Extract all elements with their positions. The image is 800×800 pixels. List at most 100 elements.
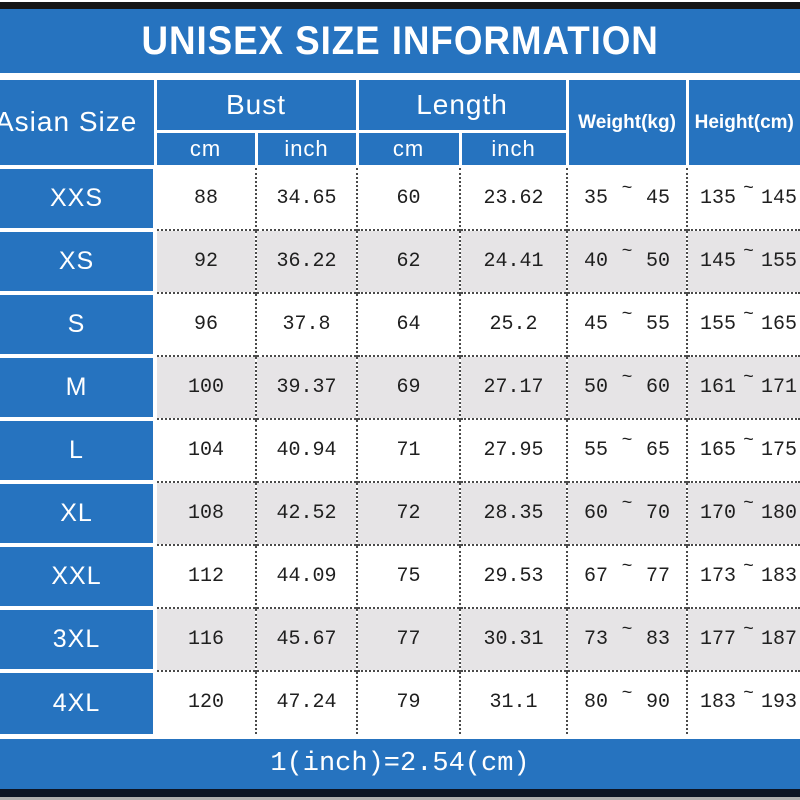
- length-inch-value: 29.53: [458, 543, 568, 608]
- height-range: 173 ~ 183: [686, 543, 800, 608]
- length-cm-value: 71: [356, 417, 460, 482]
- bust-cm-value: 96: [155, 291, 256, 356]
- footer-gap: [0, 733, 800, 739]
- range-tilde: ~: [621, 557, 633, 577]
- range-tilde: ~: [743, 179, 754, 200]
- height-range: 161 ~ 171: [686, 354, 800, 419]
- weight-min-value: 40: [584, 249, 609, 273]
- bust-inch-value: 40.94: [255, 417, 357, 482]
- column-header-bust-cm: cm: [153, 130, 258, 168]
- bust-inch-value: 47.24: [255, 669, 357, 734]
- weight-max-value: 77: [646, 564, 671, 588]
- weight-min-value: 50: [584, 375, 609, 399]
- weight-range: 40 ~ 50: [566, 228, 688, 293]
- size-table: Asian Size Bust Length Weight(kg) Height…: [0, 77, 800, 734]
- length-inch-value: 30.31: [458, 606, 568, 671]
- table-row: XXL 112 44.09 75 29.53 67 ~ 77 173 ~ 183: [0, 542, 800, 608]
- length-cm-value: 79: [356, 669, 460, 734]
- range-tilde: ~: [743, 620, 754, 640]
- range-tilde: ~: [621, 431, 633, 451]
- height-min-value: 170: [700, 501, 737, 525]
- bust-cm-value: 112: [155, 543, 256, 608]
- range-tilde: ~: [743, 305, 754, 325]
- height-min-value: 165: [700, 438, 737, 462]
- height-range: 165 ~ 175: [686, 417, 800, 482]
- weight-max-value: 50: [646, 249, 671, 273]
- column-header-length-inch: inch: [458, 130, 569, 168]
- range-tilde: ~: [743, 368, 754, 388]
- height-max-value: 187: [761, 627, 798, 651]
- range-tilde: ~: [743, 557, 754, 577]
- range-tilde: ~: [743, 431, 754, 451]
- weight-range: 45 ~ 55: [566, 291, 688, 356]
- height-max-value: 145: [761, 186, 798, 210]
- bust-cm-value: 104: [155, 417, 256, 482]
- range-tilde: ~: [621, 305, 633, 325]
- size-label: 3XL: [0, 605, 157, 671]
- table-row: 4XL 120 47.24 79 31.1 80 ~ 90 183 ~ 193: [0, 668, 800, 734]
- top-border-bar: [0, 2, 800, 9]
- bust-cm-value: 92: [155, 228, 256, 293]
- size-label: XXL: [0, 542, 157, 608]
- range-tilde: ~: [621, 242, 633, 262]
- weight-range: 50 ~ 60: [566, 354, 688, 419]
- title-banner: UNISEX SIZE INFORMATION: [0, 9, 800, 73]
- table-row: 3XL 116 45.67 77 30.31 73 ~ 83 177 ~ 187: [0, 605, 800, 671]
- length-cm-value: 72: [356, 480, 460, 545]
- column-header-length-cm: cm: [355, 130, 462, 168]
- page-title: UNISEX SIZE INFORMATION: [141, 18, 659, 63]
- range-tilde: ~: [621, 620, 633, 640]
- length-inch-value: 28.35: [458, 480, 568, 545]
- range-tilde: ~: [743, 242, 754, 262]
- weight-min-value: 80: [584, 691, 609, 714]
- weight-min-value: 73: [584, 627, 609, 651]
- size-label: XS: [0, 227, 157, 293]
- weight-min-value: 35: [584, 186, 609, 210]
- height-max-value: 175: [761, 438, 798, 462]
- weight-range: 80 ~ 90: [566, 669, 688, 734]
- length-inch-value: 25.2: [458, 291, 568, 356]
- header-group-row: Asian Size Bust Length Weight(kg) Height…: [0, 77, 800, 168]
- bust-inch-value: 42.52: [255, 480, 357, 545]
- height-max-value: 165: [761, 312, 798, 336]
- weight-max-value: 65: [646, 438, 671, 462]
- size-label: L: [0, 416, 157, 482]
- weight-max-value: 70: [646, 501, 671, 525]
- bust-inch-value: 44.09: [255, 543, 357, 608]
- bust-cm-value: 88: [155, 166, 256, 230]
- weight-max-value: 45: [646, 186, 671, 210]
- range-tilde: ~: [621, 494, 633, 514]
- weight-range: 60 ~ 70: [566, 480, 688, 545]
- bust-inch-value: 36.22: [255, 228, 357, 293]
- bottom-gray-strip: [0, 797, 800, 800]
- size-label: 4XL: [0, 668, 157, 734]
- height-min-value: 161: [700, 375, 737, 399]
- length-inch-value: 27.95: [458, 417, 568, 482]
- weight-max-value: 90: [646, 691, 671, 714]
- height-max-value: 171: [761, 375, 798, 399]
- size-label: M: [0, 353, 157, 419]
- weight-min-value: 55: [584, 438, 609, 462]
- weight-range: 67 ~ 77: [566, 543, 688, 608]
- size-label: XL: [0, 479, 157, 545]
- height-min-value: 135: [700, 186, 737, 210]
- table-row: XXS 88 34.65 60 23.62 35 ~ 45 135 ~ 145: [0, 164, 800, 230]
- range-tilde: ~: [621, 179, 633, 200]
- bust-cm-value: 108: [155, 480, 256, 545]
- length-cm-value: 69: [356, 354, 460, 419]
- weight-min-value: 67: [584, 564, 609, 588]
- height-range: 177 ~ 187: [686, 606, 800, 671]
- weight-range: 55 ~ 65: [566, 417, 688, 482]
- table-row: S 96 37.8 64 25.2 45 ~ 55 155 ~ 165: [0, 290, 800, 356]
- table-row: M 100 39.37 69 27.17 50 ~ 60 161 ~ 171: [0, 353, 800, 419]
- column-header-bust-inch: inch: [254, 130, 359, 168]
- length-cm-value: 62: [356, 228, 460, 293]
- height-min-value: 177: [700, 627, 737, 651]
- weight-max-value: 55: [646, 312, 671, 336]
- column-group-bust: Bust: [153, 77, 359, 133]
- conversion-note: 1(inch)=2.54(cm): [270, 749, 530, 779]
- height-max-value: 180: [761, 501, 798, 525]
- length-inch-value: 27.17: [458, 354, 568, 419]
- title-divider: [0, 73, 800, 77]
- height-range: 183 ~ 193: [686, 669, 800, 734]
